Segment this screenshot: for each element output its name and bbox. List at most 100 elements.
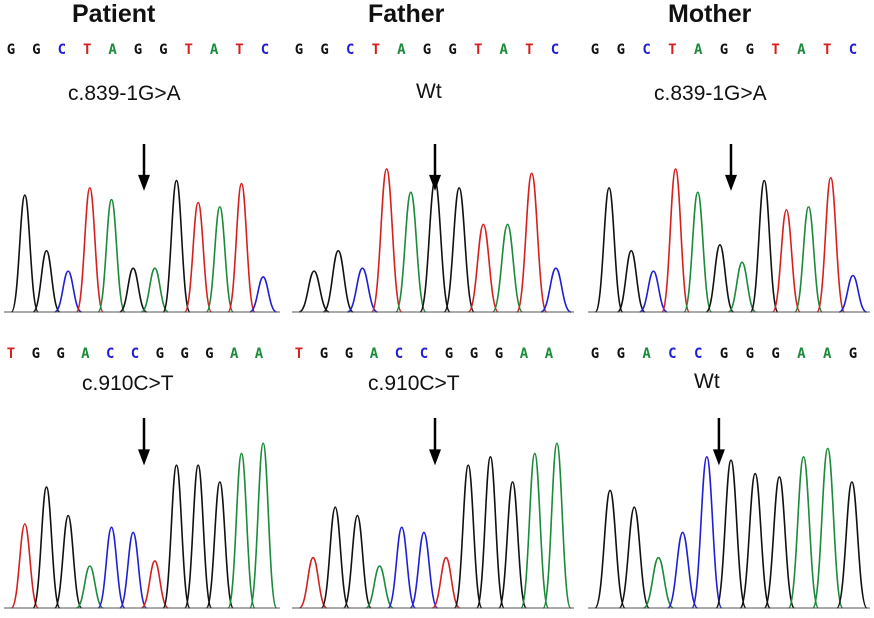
trace-peak xyxy=(515,172,548,313)
arrow-indicator xyxy=(429,144,441,191)
trace-peak xyxy=(715,459,747,609)
chromatogram-trace xyxy=(588,418,870,609)
base-letter: G xyxy=(590,346,600,362)
trace-peak xyxy=(183,464,213,609)
trace-peak xyxy=(75,187,105,313)
base-letter: T xyxy=(668,42,677,58)
base-letter: C xyxy=(394,346,404,362)
trace-peak xyxy=(749,179,779,313)
trace-peak xyxy=(75,565,104,609)
trace-peak xyxy=(54,270,83,313)
base-letter: G xyxy=(494,346,504,362)
trace-peak xyxy=(691,455,723,609)
panel-father-top: G G C T A G G T A T C Wt xyxy=(292,34,574,318)
base-letter: A xyxy=(822,346,832,362)
base-letter: G xyxy=(344,346,354,362)
base-letter: C xyxy=(57,42,66,58)
trace-peak xyxy=(594,489,626,609)
trace-peak xyxy=(10,523,40,609)
base-letter: A xyxy=(544,346,554,362)
trace-peak xyxy=(540,267,572,313)
base-letter: A xyxy=(81,346,90,362)
arrow-indicator xyxy=(138,418,150,466)
trace-peak xyxy=(520,452,550,609)
trace-peak xyxy=(249,276,277,313)
base-letter: T xyxy=(82,42,92,58)
chromatogram-trace xyxy=(292,144,574,313)
arrow-indicator xyxy=(712,418,725,466)
base-letter: T xyxy=(235,42,244,58)
trace-peak xyxy=(140,267,169,313)
mutation-label: Wt xyxy=(694,370,720,393)
mutation-label: c.839-1G>A xyxy=(654,82,767,105)
trace-peak xyxy=(409,531,439,609)
trace-peak xyxy=(816,176,846,313)
base-letter: C xyxy=(848,42,858,58)
trace-peak xyxy=(227,452,256,609)
trace-peak xyxy=(32,249,61,313)
arrow-indicator xyxy=(429,418,441,466)
trace-peak xyxy=(97,526,126,609)
trace-peak xyxy=(666,531,699,609)
trace-peak xyxy=(298,270,330,313)
base-letter: G xyxy=(32,42,41,58)
chromatogram-trace xyxy=(4,144,280,313)
trace-peak xyxy=(431,556,461,609)
mutation-label: Wt xyxy=(416,80,442,103)
trace-peak xyxy=(453,464,483,609)
trace-peak xyxy=(794,206,824,313)
base-letter: G xyxy=(422,42,432,58)
base-letter: C xyxy=(693,346,703,362)
trace-peak xyxy=(342,514,372,609)
base-letter: C xyxy=(345,42,355,58)
trace-peak xyxy=(205,206,235,313)
trace-peak xyxy=(838,274,868,313)
base-letter: G xyxy=(616,346,626,362)
base-letter: A xyxy=(369,346,379,362)
trace-peak xyxy=(97,198,126,313)
trace-peak xyxy=(475,455,505,609)
trace-peak xyxy=(162,179,191,313)
mutation-label: c.910C>T xyxy=(82,372,174,395)
base-letter: G xyxy=(448,42,457,58)
panel-mother-bottom: G G A C C G G G A A G Wt xyxy=(588,338,870,614)
base-letter: G xyxy=(719,42,729,58)
trace-peak xyxy=(347,267,378,313)
base-letter: A xyxy=(229,346,239,362)
trace-peak xyxy=(705,244,735,313)
header-patient: Patient xyxy=(72,0,156,28)
trace-peak xyxy=(491,223,524,313)
trace-peak xyxy=(32,486,61,609)
base-letter: G xyxy=(848,346,858,362)
trace-peak xyxy=(419,179,451,313)
trace-peak xyxy=(763,476,796,609)
base-letter: T xyxy=(525,42,534,58)
base-letter: G xyxy=(320,42,329,58)
base-letter: T xyxy=(184,42,193,58)
base-letter: A xyxy=(254,346,264,362)
base-letter: G xyxy=(719,346,729,362)
trace-peak xyxy=(322,249,355,313)
base-letter: A xyxy=(797,42,806,58)
base-letter: C xyxy=(260,42,270,58)
base-letter: G xyxy=(319,346,329,362)
base-letter: G xyxy=(31,346,41,362)
chromatogram-trace xyxy=(588,144,870,313)
base-letter: A xyxy=(499,42,508,58)
base-letter: G xyxy=(159,42,168,58)
header-father: Father xyxy=(368,0,445,28)
trace-peak xyxy=(661,168,691,313)
base-letter: A xyxy=(693,42,703,58)
trace-peak xyxy=(387,526,417,609)
base-letter: A xyxy=(397,42,406,58)
base-letter: G xyxy=(444,346,454,362)
